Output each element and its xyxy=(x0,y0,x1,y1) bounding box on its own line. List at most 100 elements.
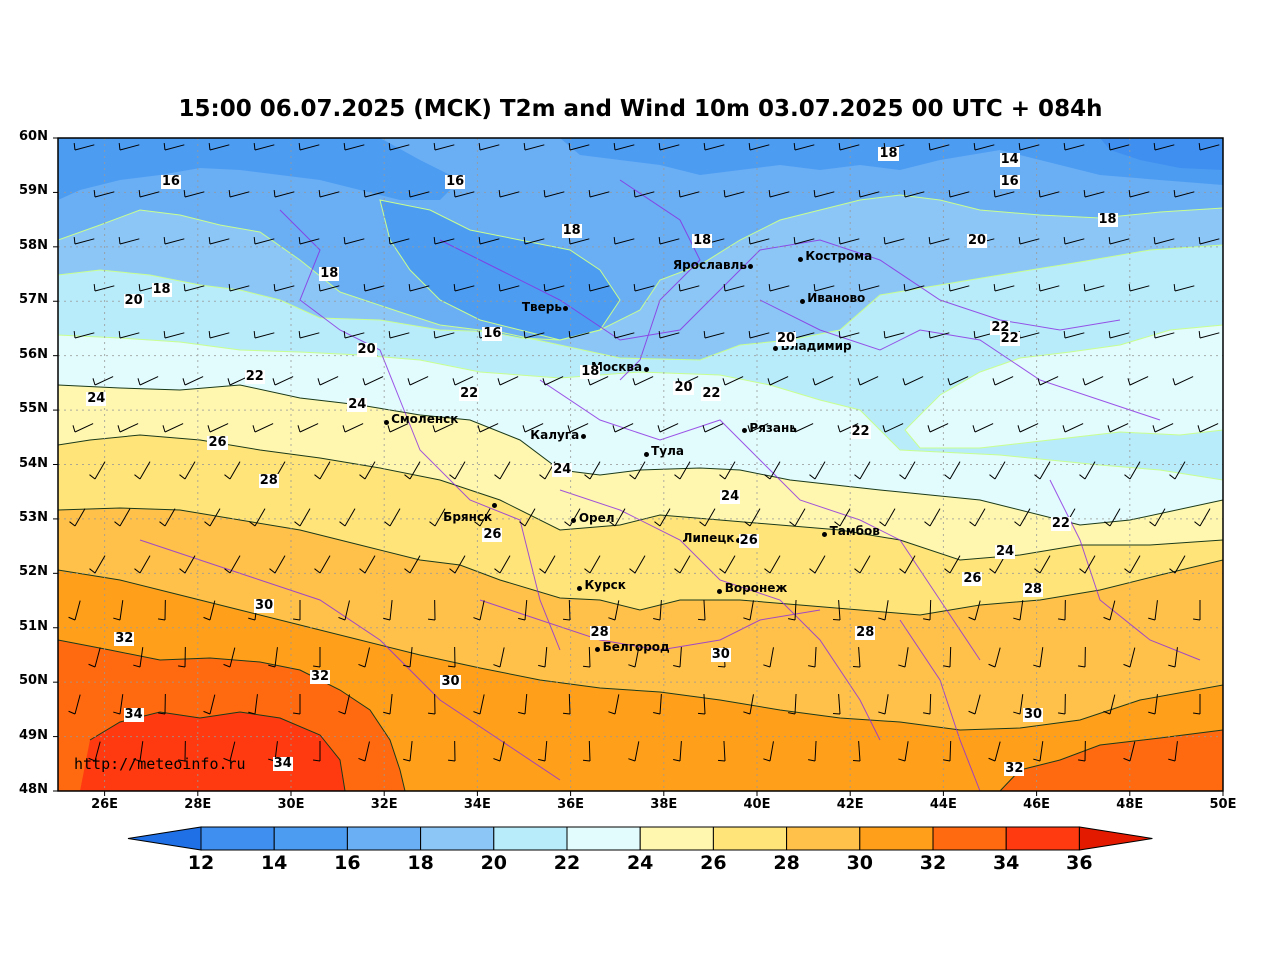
city-marker xyxy=(717,588,723,594)
wind-barb xyxy=(1149,508,1166,527)
wind-barb xyxy=(388,236,410,245)
wind-barb xyxy=(832,600,841,621)
wind-barb xyxy=(613,142,635,151)
wind-barb xyxy=(568,142,590,151)
lat-tick-label: 48N xyxy=(19,782,48,797)
wind-barb xyxy=(452,376,474,386)
city-marker xyxy=(595,647,601,653)
wind-barb xyxy=(293,600,301,621)
lat-tick-label: 53N xyxy=(19,509,48,525)
lon-tick-label: 42E xyxy=(836,797,864,812)
wind-barb xyxy=(719,555,736,574)
wind-barb xyxy=(387,423,409,433)
colorbar-swatch xyxy=(712,826,788,851)
wind-barb xyxy=(497,376,519,386)
wind-barb xyxy=(1198,330,1220,339)
wind-barb xyxy=(763,741,774,762)
lon-tick-label: 32E xyxy=(370,797,398,812)
wind-barb xyxy=(318,283,340,292)
wind-barb xyxy=(68,600,81,621)
wind-barb xyxy=(294,508,311,527)
wind-barb xyxy=(73,330,95,339)
contour-label: 28 xyxy=(589,625,610,641)
wind-barb xyxy=(1078,740,1086,762)
wind-barb xyxy=(114,508,131,527)
wind-barb xyxy=(612,423,634,433)
colorbar-label: 18 xyxy=(407,852,434,874)
wind-barb xyxy=(179,461,196,480)
wind-barb xyxy=(1038,189,1060,198)
wind-barb xyxy=(1128,283,1150,292)
wind-barb xyxy=(408,283,430,292)
wind-barb xyxy=(498,283,520,292)
city-label: Липецк xyxy=(682,531,735,546)
wind-barb xyxy=(702,423,724,433)
wind-barb xyxy=(719,461,736,480)
contour-label: 18 xyxy=(151,282,172,298)
wind-barb xyxy=(204,508,221,527)
wind-barb xyxy=(567,423,589,433)
wind-barb xyxy=(253,236,275,245)
wind-barb xyxy=(358,647,370,668)
city-label: Иваново xyxy=(807,291,866,306)
wind-barb xyxy=(133,647,144,668)
wind-barb xyxy=(928,236,950,245)
wind-barb xyxy=(947,376,969,386)
wind-barb xyxy=(404,461,421,480)
wind-barb xyxy=(993,283,1015,292)
wind-barb xyxy=(388,330,410,339)
wind-barb xyxy=(272,376,294,386)
wind-barb xyxy=(973,142,995,151)
wind-barb xyxy=(433,236,455,245)
graticule xyxy=(58,138,1223,791)
wind-barb xyxy=(298,236,320,245)
wind-barb xyxy=(498,189,520,198)
lon-tick-label: 34E xyxy=(463,797,491,812)
wind-barb xyxy=(228,189,250,198)
wind-barb xyxy=(1058,693,1066,715)
wind-barb xyxy=(113,694,124,715)
wind-barb xyxy=(992,376,1014,386)
wind-barb xyxy=(453,283,475,292)
wind-barb xyxy=(223,647,236,668)
wind-barb xyxy=(427,693,436,715)
city-marker xyxy=(383,419,389,425)
temp-band-32-34-se xyxy=(1000,730,1223,791)
contour-label: 30 xyxy=(440,674,461,690)
wind-barb xyxy=(163,142,185,151)
wind-barb xyxy=(433,330,455,339)
wind-barb xyxy=(134,461,151,480)
contour-label: 32 xyxy=(1004,761,1025,777)
wind-barb xyxy=(478,236,500,245)
wind-barb xyxy=(1107,423,1129,433)
wind-barb xyxy=(948,283,970,292)
city-label: Воронеж xyxy=(724,581,788,596)
wind-barb xyxy=(883,330,905,339)
wind-barb xyxy=(208,236,230,245)
lon-tick-label: 50E xyxy=(1209,797,1237,812)
contour-label: 20 xyxy=(673,380,694,396)
wind-barb xyxy=(633,283,655,292)
wind-barb xyxy=(523,330,545,339)
colorbar-swatch xyxy=(932,826,1007,851)
city-marker xyxy=(576,585,582,591)
wind-barb xyxy=(249,508,266,527)
wind-barb xyxy=(73,142,95,151)
wind-barb xyxy=(313,741,321,762)
wind-barb xyxy=(317,376,339,386)
wind-barb xyxy=(722,376,744,386)
wind-barb xyxy=(768,283,790,292)
wind-barb xyxy=(1017,423,1039,433)
wind-barb xyxy=(878,600,889,621)
wind-barb xyxy=(543,283,565,292)
wind-barb xyxy=(538,741,548,762)
wind-barb xyxy=(584,555,601,574)
wind-barb xyxy=(743,694,754,715)
city-marker xyxy=(748,264,754,270)
wind-barb xyxy=(118,330,140,339)
wind-barb xyxy=(343,330,365,339)
colorbar-label: 30 xyxy=(846,852,874,874)
temp-band-34-36 xyxy=(80,712,345,791)
lon-tick-label: 26E xyxy=(91,797,119,812)
contour-label: 24 xyxy=(552,461,573,477)
